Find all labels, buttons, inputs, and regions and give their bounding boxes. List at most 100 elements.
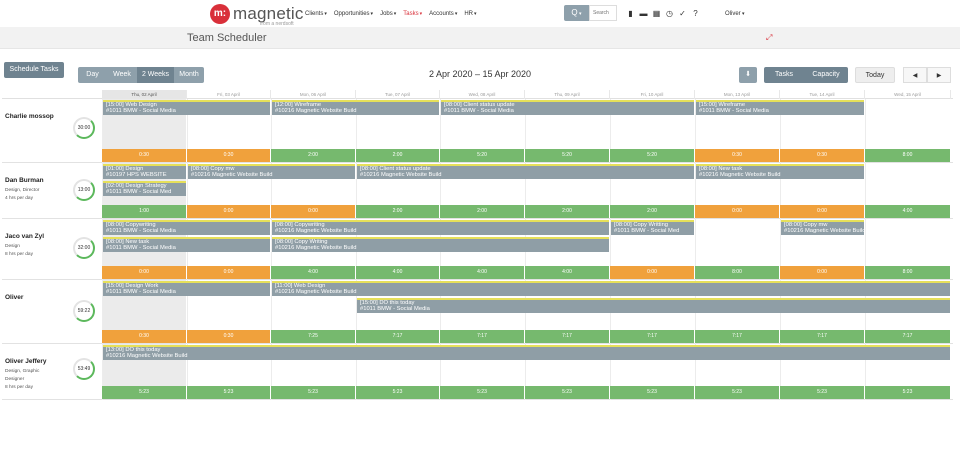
capacity-cell: 4:00 bbox=[440, 266, 525, 279]
title-bar: Team Scheduler ⤢ bbox=[0, 27, 960, 49]
task-bar[interactable]: [08:00] Client status update #1011 BMW - … bbox=[441, 100, 694, 115]
task-bar[interactable]: [08:00] Copy mw #10216 Magnetic Website B… bbox=[781, 220, 864, 235]
next-arrow-icon[interactable]: ▶ bbox=[927, 67, 951, 83]
day-divider bbox=[865, 99, 866, 163]
person-name[interactable]: Dan Burman bbox=[5, 177, 44, 184]
capacity-cell: 8:00 bbox=[865, 266, 951, 279]
check-circle-icon[interactable]: ✓ bbox=[679, 9, 686, 18]
person-meta: Designer bbox=[5, 377, 25, 382]
task-bar[interactable]: [15:00] Design Work #1011 BMW - Social Me… bbox=[103, 281, 270, 296]
capacity-toggle-button[interactable]: Capacity bbox=[804, 67, 848, 83]
task-bar[interactable]: [13:00] DO this today #10216 Magnetic Web… bbox=[103, 345, 950, 360]
nav-item-accounts[interactable]: Accounts▾ bbox=[429, 11, 457, 17]
nav-item-clients[interactable]: Clients▾ bbox=[305, 11, 327, 17]
user-menu[interactable]: Oliver ▾ bbox=[725, 11, 745, 17]
expand-icon[interactable]: ⤢ bbox=[766, 33, 773, 42]
main-nav: Clients▾ Opportunities▾ Jobs▾ Tasks▾ Account… bbox=[305, 11, 484, 17]
nav-item-opportunities[interactable]: Opportunities▾ bbox=[334, 11, 373, 17]
capacity-cell: 0:00 bbox=[780, 266, 865, 279]
day-divider bbox=[102, 280, 103, 344]
brand-logo[interactable]: m: magnetic from a nerdsoft bbox=[210, 4, 304, 27]
nav-item-label: Accounts bbox=[429, 11, 454, 17]
task-job: #10216 Magnetic Website Build bbox=[275, 289, 357, 295]
download-icon[interactable]: ⬇ bbox=[739, 67, 757, 83]
person-row: Oliver Jeffery Design, Graphic Designer 8 h… bbox=[2, 344, 953, 400]
task-title: [15:00] Design Work bbox=[106, 283, 159, 289]
nav-item-tasks[interactable]: Tasks▾ bbox=[403, 11, 422, 17]
task-title: [08:00] Copy Writing bbox=[275, 239, 328, 245]
task-job: #10197 HPS WEBSITE bbox=[106, 172, 167, 178]
task-bar[interactable]: [12:00] Wireframe #10216 Magnetic Website… bbox=[272, 100, 439, 115]
capacity-cell: 0:00 bbox=[187, 205, 271, 218]
task-bar[interactable]: [11:00] Web Design #10216 Magnetic Websit… bbox=[272, 281, 950, 296]
person-name[interactable]: Charlie mossop bbox=[5, 113, 54, 120]
help-icon[interactable]: ? bbox=[693, 9, 698, 18]
day-divider bbox=[525, 99, 526, 163]
prev-arrow-icon[interactable]: ◀ bbox=[903, 67, 927, 83]
capacity-cell: 0:30 bbox=[187, 330, 271, 343]
nav-item-label: Tasks bbox=[403, 11, 419, 17]
task-bar[interactable]: [15:00] Wireframe #1011 BMW - Social Medi… bbox=[696, 100, 864, 115]
day-divider bbox=[610, 99, 611, 163]
nav-item-jobs[interactable]: Jobs▾ bbox=[380, 11, 396, 17]
task-job: #1011 BMW - Social Media bbox=[360, 306, 430, 312]
view-month-button[interactable]: Month bbox=[174, 67, 204, 83]
day-divider bbox=[695, 163, 696, 219]
task-bar[interactable]: [08:00] Copy Writting #1011 BMW - Social … bbox=[611, 220, 694, 235]
clock-icon[interactable]: ◷ bbox=[666, 9, 673, 18]
capacity-cell: 5:20 bbox=[610, 149, 695, 162]
capacity-cell: 4:00 bbox=[865, 205, 951, 218]
folder-icon[interactable]: ▬ bbox=[639, 9, 648, 18]
task-bar[interactable]: [15:00] Web Design #1011 BMW - Social Med… bbox=[103, 100, 270, 115]
task-bar[interactable]: [08:00] New task #1011 BMW - Social Media bbox=[103, 237, 270, 252]
task-title: [08:00] Client status update bbox=[360, 166, 431, 172]
task-bar[interactable]: [02:00] Design Strategy #1011 BMW - Socia… bbox=[103, 181, 186, 196]
day-divider bbox=[695, 344, 696, 400]
person-name[interactable]: Oliver bbox=[5, 294, 24, 301]
today-button[interactable]: Today bbox=[855, 67, 895, 83]
person-row: Dan Burman Design, Director 4 hrs per day 1… bbox=[2, 163, 953, 219]
capacity-cell: 7:17 bbox=[440, 330, 525, 343]
day-header: Thu, 09 April bbox=[525, 90, 610, 99]
task-bar[interactable]: [08:00] Copywriting #1011 BMW - Social Me… bbox=[103, 220, 270, 235]
view-two-weeks-button[interactable]: 2 Weeks bbox=[137, 67, 174, 83]
schedule-tasks-button[interactable]: Schedule Tasks bbox=[4, 62, 64, 78]
task-bar[interactable]: [08:00] Copy Writing #10216 Magnetic Webs… bbox=[272, 237, 609, 252]
task-bar[interactable]: [08:00] Copy mw #10216 Magnetic Website B… bbox=[188, 164, 355, 179]
task-title: [08:00] New task bbox=[699, 166, 743, 172]
day-divider bbox=[271, 163, 272, 219]
task-bar[interactable]: [15:00] DO this today #1011 BMW - Social … bbox=[357, 298, 950, 313]
task-job: #1011 BMW - Social Media bbox=[106, 228, 176, 234]
capacity-cell: 5:20 bbox=[525, 149, 610, 162]
person-name[interactable]: Jaco van Zyl bbox=[5, 233, 45, 240]
capacity-cell: 0:30 bbox=[102, 330, 187, 343]
capacity-cell: 0:00 bbox=[102, 266, 187, 279]
day-divider bbox=[187, 280, 188, 344]
day-header: Fri, 03 April bbox=[187, 90, 271, 99]
task-bar[interactable]: [08:00] New task #10216 Magnetic Website … bbox=[696, 164, 864, 179]
task-title: [08:00] Copy mw bbox=[191, 166, 235, 172]
task-bar[interactable]: [08:00] Copywriting #10216 Magnetic Websi… bbox=[272, 220, 609, 235]
day-divider bbox=[356, 280, 357, 344]
capacity-cell: 0:30 bbox=[780, 149, 865, 162]
nav-item-hr[interactable]: HR▾ bbox=[464, 11, 476, 17]
task-bar[interactable]: [01:00] Design #10197 HPS WEBSITE bbox=[103, 164, 186, 179]
view-week-button[interactable]: Week bbox=[107, 67, 137, 83]
task-job: #10216 Magnetic Website Build bbox=[275, 228, 357, 234]
capacity-cell: 5:23 bbox=[695, 386, 780, 399]
capacity-cell: 2:00 bbox=[356, 149, 440, 162]
person-name[interactable]: Oliver Jeffery bbox=[5, 358, 47, 365]
date-range: 2 Apr 2020 – 15 Apr 2020 bbox=[428, 69, 532, 79]
view-day-button[interactable]: Day bbox=[78, 67, 107, 83]
tasks-toggle-button[interactable]: Tasks bbox=[764, 67, 804, 83]
bar-chart-icon[interactable]: ▮ bbox=[628, 9, 633, 18]
scheduler-grid: Thu, 02 April Fri, 03 April Mon, 06 April T… bbox=[2, 90, 953, 470]
capacity-cell: 2:00 bbox=[610, 205, 695, 218]
chevron-down-icon: ▾ bbox=[474, 11, 477, 17]
calendar-icon[interactable]: ▦ bbox=[652, 9, 661, 18]
task-bar[interactable]: [08:00] Client status update #10216 Magne… bbox=[357, 164, 694, 179]
search-dropdown-button[interactable]: Q ▾ bbox=[564, 5, 589, 21]
task-title: [08:00] Client status update bbox=[444, 102, 515, 108]
capacity-cell: 0:00 bbox=[610, 266, 695, 279]
search-input[interactable] bbox=[589, 5, 617, 21]
